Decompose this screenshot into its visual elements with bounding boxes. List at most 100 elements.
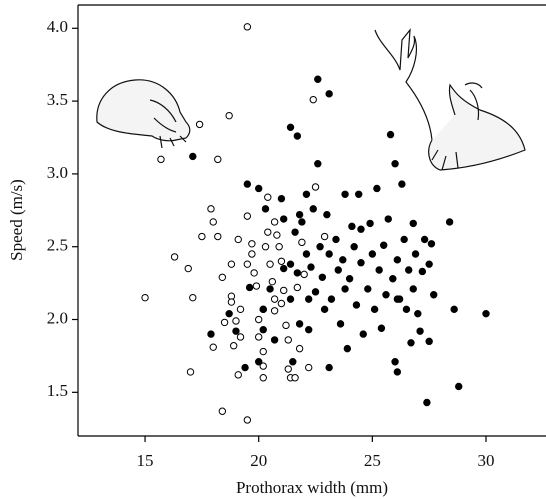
open-point: [198, 232, 206, 241]
filled-point: [259, 326, 267, 334]
filled-point: [325, 90, 333, 98]
filled-point: [325, 250, 333, 258]
open-point: [298, 238, 306, 247]
open-point: [250, 269, 258, 277]
filled-point: [382, 291, 390, 299]
open-point: [243, 212, 252, 220]
open-point: [248, 240, 256, 248]
filled-point: [316, 243, 324, 251]
open-point: [293, 283, 302, 292]
filled-point: [323, 210, 331, 219]
filled-point: [398, 180, 406, 188]
open-point: [195, 120, 204, 129]
filled-point: [286, 123, 295, 132]
filled-point: [339, 256, 347, 264]
filled-point: [366, 219, 374, 228]
open-point: [234, 235, 242, 244]
filled-point: [414, 309, 422, 318]
filled-point: [270, 336, 279, 344]
filled-point: [389, 275, 397, 283]
filled-point: [386, 130, 395, 139]
filled-point: [254, 184, 263, 193]
open-point: [157, 155, 165, 164]
filled-point: [286, 295, 295, 303]
filled-point: [327, 295, 336, 303]
open-point: [254, 333, 263, 341]
filled-point: [420, 235, 429, 244]
filled-point: [243, 180, 252, 188]
filled-point: [455, 382, 463, 391]
filled-point: [309, 205, 317, 213]
filled-point: [325, 363, 333, 372]
filled-point: [391, 358, 399, 366]
filled-point: [423, 398, 431, 407]
filled-point: [295, 210, 304, 219]
open-point: [275, 243, 283, 251]
open-point: [309, 95, 317, 104]
open-point: [232, 317, 240, 325]
x-tick-label: 25: [364, 451, 381, 470]
y-tick-label: 3.5: [47, 90, 68, 109]
open-point: [229, 342, 238, 350]
open-point: [311, 183, 320, 191]
filled-point: [359, 330, 367, 338]
filled-point: [314, 160, 322, 168]
filled-point: [225, 309, 233, 318]
filled-point: [407, 339, 415, 347]
open-point: [243, 416, 252, 424]
filled-point: [391, 160, 399, 168]
filled-point: [318, 273, 327, 281]
filled-point: [207, 330, 215, 338]
y-axis-title: Speed (m/s): [7, 179, 26, 261]
open-point: [189, 293, 197, 302]
open-point: [259, 374, 267, 382]
filled-point: [332, 235, 340, 244]
x-tick-label: 30: [477, 451, 494, 470]
filled-point: [355, 190, 363, 198]
open-point: [141, 293, 149, 302]
filled-point: [336, 320, 345, 328]
open-point: [273, 231, 281, 239]
filled-point: [370, 305, 379, 314]
filled-point: [430, 291, 438, 299]
filled-point: [241, 363, 249, 372]
open-point: [227, 298, 236, 306]
open-point: [259, 362, 267, 370]
filled-point: [377, 324, 386, 332]
open-point: [170, 253, 179, 261]
open-point: [261, 243, 270, 251]
open-point: [209, 218, 217, 226]
filled-point: [418, 267, 427, 276]
open-point: [282, 321, 290, 330]
open-point: [266, 260, 274, 268]
filled-point: [259, 305, 267, 314]
open-point: [280, 286, 288, 295]
filled-point: [445, 218, 454, 226]
filled-point: [289, 358, 297, 366]
open-point: [209, 343, 217, 351]
beetle-illustration-right: [374, 28, 526, 171]
filled-point: [411, 250, 420, 258]
filled-point: [357, 259, 365, 267]
open-point: [218, 273, 227, 281]
filled-point: [350, 243, 358, 251]
beetle-illustration-left: [96, 79, 191, 149]
filled-point: [341, 285, 349, 293]
filled-point: [291, 228, 299, 236]
open-point: [320, 232, 329, 241]
filled-point: [314, 75, 322, 83]
open-point: [243, 260, 252, 268]
filled-point: [352, 301, 361, 309]
filled-point: [364, 285, 372, 293]
filled-point: [293, 132, 302, 140]
filled-point: [277, 194, 286, 203]
filled-point: [254, 358, 263, 366]
open-point: [218, 407, 227, 415]
filled-point: [425, 260, 433, 268]
filled-point: [320, 305, 329, 314]
filled-point: [405, 266, 413, 274]
filled-point: [393, 368, 402, 376]
open-point: [227, 260, 236, 268]
filled-point: [450, 305, 458, 314]
filled-point: [409, 219, 417, 228]
